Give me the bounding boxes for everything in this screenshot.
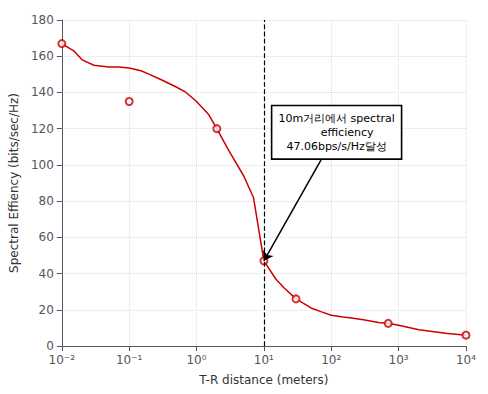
svg-text:180: 180 <box>31 13 54 27</box>
svg-text:10⁻¹: 10⁻¹ <box>116 353 143 367</box>
svg-text:10¹: 10¹ <box>254 353 274 367</box>
svg-text:80: 80 <box>39 194 54 208</box>
svg-text:Spectral Effiency (bits/sec/Hz: Spectral Effiency (bits/sec/Hz) <box>7 93 21 273</box>
svg-text:140: 140 <box>31 85 54 99</box>
svg-text:160: 160 <box>31 49 54 63</box>
svg-text:T-R distance (meters): T-R distance (meters) <box>198 373 328 387</box>
svg-text:20: 20 <box>39 303 54 317</box>
svg-text:60: 60 <box>39 230 54 244</box>
svg-text:efficiency: efficiency <box>300 126 374 139</box>
svg-text:10⁰: 10⁰ <box>186 353 206 367</box>
svg-text:100: 100 <box>31 158 54 172</box>
svg-text:10²: 10² <box>321 353 341 367</box>
svg-text:10m거리에서 spectral: 10m거리에서 spectral <box>278 112 394 125</box>
svg-text:10³: 10³ <box>389 353 409 367</box>
svg-text:0: 0 <box>46 339 54 353</box>
svg-text:40: 40 <box>39 267 54 281</box>
svg-text:10⁴: 10⁴ <box>456 353 476 367</box>
svg-text:10⁻²: 10⁻² <box>49 353 76 367</box>
svg-text:120: 120 <box>31 122 54 136</box>
svg-text:47.06bps/s/Hz달성: 47.06bps/s/Hz달성 <box>286 140 386 153</box>
